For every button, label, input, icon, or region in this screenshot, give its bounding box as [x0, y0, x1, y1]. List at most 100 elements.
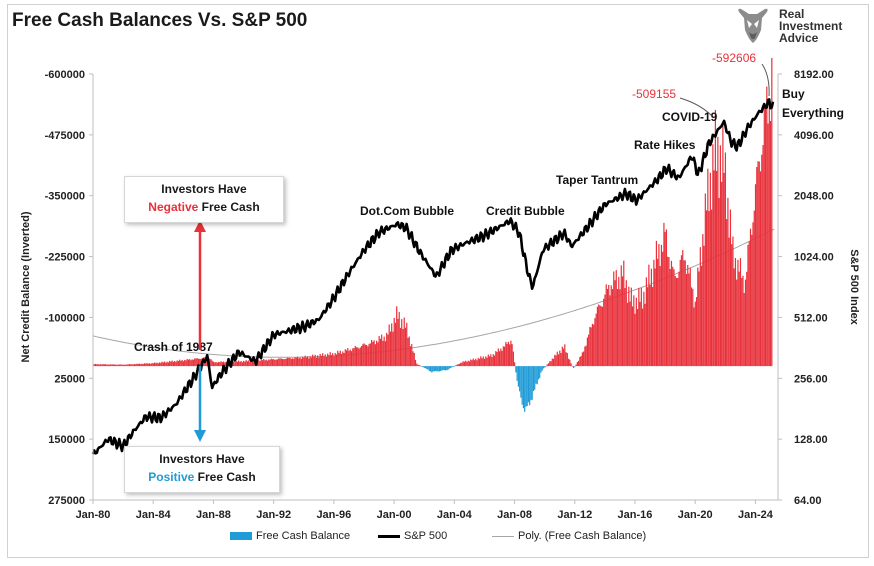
free-cash-bar — [561, 346, 563, 367]
free-cash-bar — [338, 352, 340, 367]
free-cash-bar — [695, 297, 698, 367]
free-cash-bar — [495, 351, 497, 367]
free-cash-bar — [414, 359, 417, 367]
annotation-leader-509155 — [679, 97, 713, 117]
free-cash-bar — [550, 361, 552, 367]
free-cash-bar — [343, 352, 345, 367]
free-cash-bar — [140, 364, 142, 367]
free-cash-bar — [669, 268, 671, 367]
free-cash-bar — [280, 358, 282, 367]
free-cash-bar — [630, 287, 632, 367]
right-tick-label: 2048.00 — [794, 191, 834, 203]
left-tick-label: -100000 — [45, 312, 85, 324]
free-cash-bar — [519, 366, 521, 392]
x-tick-label: Jan-84 — [136, 509, 172, 521]
free-cash-bar — [569, 359, 571, 367]
free-cash-bar — [408, 336, 410, 367]
free-cash-bar — [128, 364, 131, 367]
free-cash-bar — [608, 284, 610, 367]
free-cash-bar — [432, 366, 434, 372]
free-cash-bar — [600, 306, 602, 367]
free-cash-bar — [496, 352, 498, 367]
free-cash-bar — [192, 359, 195, 367]
free-cash-bar — [565, 352, 567, 367]
free-cash-bar — [115, 364, 117, 367]
free-cash-bar — [712, 144, 714, 367]
free-cash-bar — [295, 357, 297, 367]
free-cash-bar — [475, 358, 477, 367]
x-tick-label: Jan-96 — [316, 509, 351, 521]
free-cash-bar — [222, 361, 225, 367]
free-cash-bar — [687, 264, 689, 367]
free-cash-bar — [684, 260, 686, 367]
free-cash-bar — [506, 343, 508, 367]
free-cash-bar — [299, 357, 301, 367]
free-cash-bar — [611, 289, 614, 367]
free-cash-bar — [575, 364, 577, 367]
free-cash-bar — [517, 366, 520, 387]
free-cash-bar — [355, 347, 358, 367]
free-cash-bar — [363, 343, 365, 367]
free-cash-bar — [190, 360, 192, 367]
free-cash-bar — [511, 344, 513, 367]
free-cash-bar — [551, 358, 553, 367]
brand-line-1: Real — [779, 7, 805, 21]
callout-negative-rest: Free Cash — [198, 200, 260, 214]
free-cash-bar — [767, 123, 769, 367]
free-cash-bar — [650, 268, 652, 367]
free-cash-bar — [330, 355, 333, 367]
x-tick-label: Jan-88 — [196, 509, 231, 521]
free-cash-bar — [586, 337, 589, 367]
free-cash-bar — [269, 359, 271, 367]
free-cash-bar — [374, 344, 376, 367]
free-cash-bar — [194, 358, 196, 367]
annotation-taper-tantrum: Taper Tantrum — [556, 173, 638, 187]
free-cash-bar — [431, 366, 433, 373]
legend-swatch-free-cash — [230, 532, 252, 541]
free-cash-bar — [327, 353, 329, 367]
free-cash-bar — [500, 348, 502, 367]
brand-name: Real Investment Advice — [779, 8, 842, 44]
free-cash-bar — [719, 145, 721, 367]
free-cash-bar — [560, 352, 562, 367]
x-tick-label: Jan-92 — [256, 509, 291, 521]
free-cash-bar — [239, 361, 241, 367]
free-cash-bar — [581, 352, 583, 367]
free-cash-bar — [233, 361, 235, 367]
free-cash-bar — [176, 360, 178, 367]
free-cash-bar — [628, 286, 630, 367]
free-cash-bar — [152, 363, 154, 367]
free-cash-bar — [471, 360, 473, 367]
free-cash-bar — [143, 363, 146, 367]
free-cash-bar — [723, 172, 725, 367]
free-cash-bar — [333, 356, 335, 367]
free-cash-bar — [616, 288, 619, 367]
free-cash-bar — [371, 339, 373, 367]
annotation-rate-hikes: Rate Hikes — [634, 138, 696, 152]
free-cash-bar — [640, 288, 642, 367]
free-cash-bar — [137, 363, 139, 367]
brand-line-3: Advice — [779, 31, 819, 45]
annotation-leader-592606 — [761, 63, 770, 97]
free-cash-bar — [300, 358, 302, 367]
free-cash-bar — [372, 341, 374, 367]
free-cash-bar — [466, 361, 468, 367]
free-cash-bar — [512, 351, 514, 367]
annotation-covid-19: COVID-19 — [662, 110, 718, 124]
free-cash-bar — [305, 357, 307, 367]
left-tick-label: -225000 — [45, 252, 85, 264]
free-cash-bar — [610, 285, 612, 367]
free-cash-bar — [182, 361, 185, 367]
free-cash-bar — [127, 364, 129, 367]
free-cash-bar — [683, 260, 685, 367]
annotation-credit-bubble: Credit Bubble — [486, 204, 565, 218]
free-cash-bar — [728, 237, 730, 367]
free-cash-bar — [360, 345, 363, 367]
free-cash-bar — [378, 336, 380, 367]
free-cash-bar — [246, 361, 249, 367]
free-cash-bar — [678, 271, 680, 367]
free-cash-bar — [288, 357, 290, 367]
free-cash-bar — [595, 313, 597, 367]
free-cash-bar — [722, 122, 724, 367]
free-cash-bar — [467, 360, 469, 367]
